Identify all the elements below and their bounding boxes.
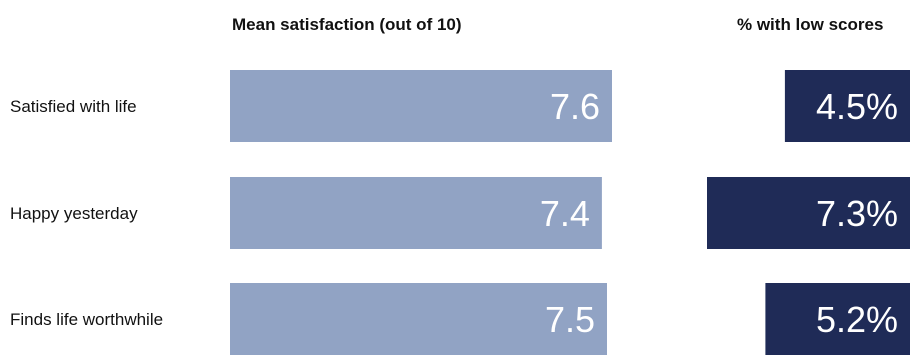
bar (765, 283, 910, 355)
data-label: 7.3% (816, 193, 898, 234)
category-label: Satisfied with life (10, 97, 137, 116)
category-labels: Satisfied with life Happy yesterday Finds … (10, 97, 163, 329)
data-label: 7.4 (540, 193, 590, 234)
bar (230, 70, 612, 142)
bar (707, 177, 910, 249)
panel-title-mean-satisfaction: Mean satisfaction (out of 10) (232, 15, 462, 34)
bars: 7.6 7.4 7.5 4.5% 7.3% 5.2% (230, 70, 910, 355)
panel-title-low-scores: % with low scores (737, 15, 883, 34)
category-label: Happy yesterday (10, 204, 138, 223)
data-label: 4.5% (816, 86, 898, 127)
category-label: Finds life worthwhile (10, 310, 163, 329)
data-label: 7.6 (550, 86, 600, 127)
data-label: 7.5 (545, 299, 595, 340)
bar (784, 70, 910, 142)
bar (230, 283, 607, 355)
bar (230, 177, 602, 249)
data-label: 5.2% (816, 299, 898, 340)
